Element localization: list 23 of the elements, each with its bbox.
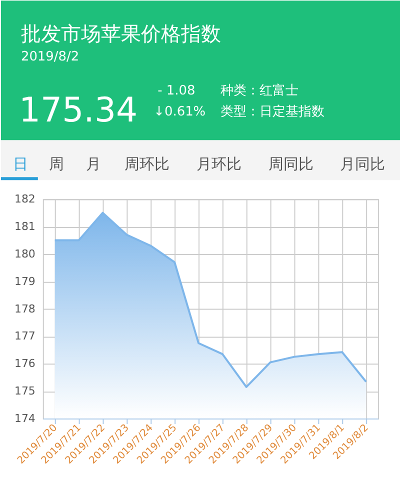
text: 月环比 [196,155,242,174]
text: 周 [48,155,64,174]
y-tick-label: 176 [14,357,36,370]
text: 175.34 [18,90,138,130]
y-tick-label: 182 [14,192,36,206]
text: 类型：日定基指数 [220,104,324,120]
text: 月同比 [340,155,386,174]
text: ↓0.61% [154,104,206,120]
text: 周环比 [124,155,170,174]
y-tick-label: 177 [14,330,36,343]
y-tick-label: 181 [14,220,36,234]
text: 日 [12,155,28,174]
y-tick-label: 178 [14,302,36,316]
chart-subtitle: 2019/8/2 [20,49,80,64]
text: 周同比 [268,155,314,174]
text: 种类：红富士 [220,82,298,98]
y-tick-label: 174 [14,412,36,426]
text: 月 [86,155,101,174]
y-tick-label: 180 [14,247,36,260]
y-tick-label: 175 [14,384,36,398]
chart-title: 批发市场苹果价格指数 [20,21,221,46]
y-tick-label: 179 [14,274,36,288]
text: - 1.08 [158,83,196,98]
